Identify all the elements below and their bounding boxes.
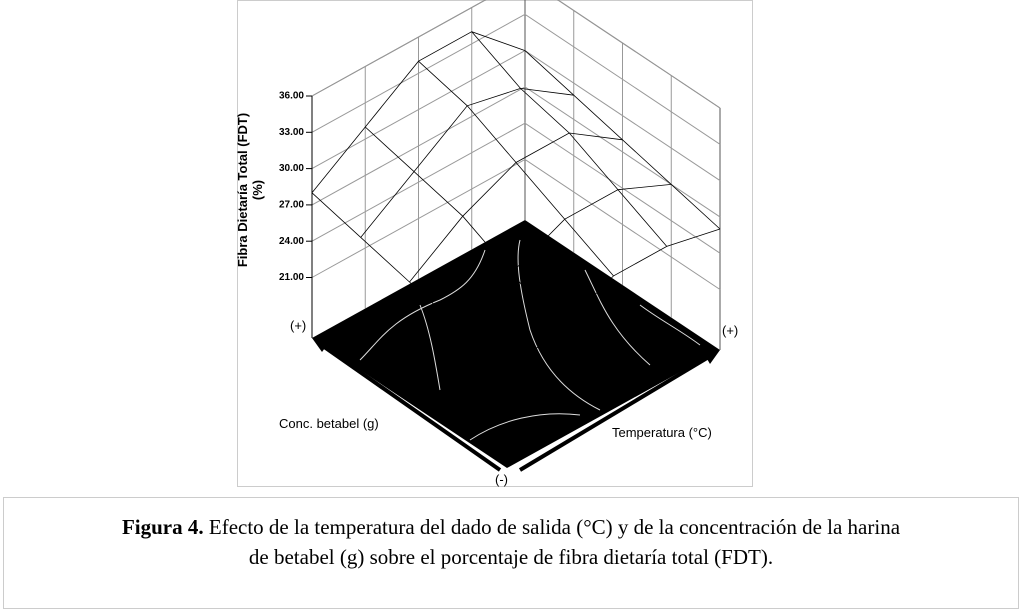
z-tick-label: 33.00 <box>279 127 304 138</box>
figure-frame <box>237 0 753 487</box>
y-high-label: (+) <box>290 318 306 333</box>
chart: (-) (+) (+) Conc. betabel (g) Temperatur… <box>235 0 753 487</box>
grid-line <box>311 0 721 109</box>
z-tick-label: 27.00 <box>279 200 304 211</box>
surface-column <box>524 50 721 230</box>
y-axis-label: Conc. betabel (g) <box>279 416 379 431</box>
grid-line <box>311 122 721 254</box>
surface-column <box>418 60 614 277</box>
x-axis-label: Temperatura (°C) <box>612 425 712 440</box>
caption-label: Figura 4. <box>121 515 204 539</box>
surface-column <box>311 192 508 372</box>
z-tick-label: 21.00 <box>279 272 304 283</box>
x-high-label: (+) <box>722 323 738 338</box>
floor-contours <box>359 239 701 441</box>
axis-arrows <box>312 338 720 472</box>
z-tick-label: 30.00 <box>279 163 304 174</box>
caption: Figura 4. Efecto de la temperatura del d… <box>3 497 1019 609</box>
grid-line <box>311 158 721 290</box>
surface-column <box>471 31 668 247</box>
grid-line <box>311 86 721 218</box>
low-label: (-) <box>495 472 508 487</box>
caption-line: Efecto de la temperatura del dado de sal… <box>208 515 901 539</box>
surface-column <box>364 126 561 330</box>
caption-line: de betabel (g) sobre el porcentaje de fi… <box>248 545 774 569</box>
grid-line <box>311 50 721 182</box>
surface-row <box>360 87 574 238</box>
grid-line <box>311 13 721 145</box>
floor <box>312 220 720 468</box>
z-tick-label: 36.00 <box>279 91 304 102</box>
z-tick-label: 24.00 <box>279 236 304 247</box>
z-axis-label: Fibra Dietaría Total (FDT) <box>235 113 250 267</box>
z-axis-label: (%) <box>250 180 265 200</box>
